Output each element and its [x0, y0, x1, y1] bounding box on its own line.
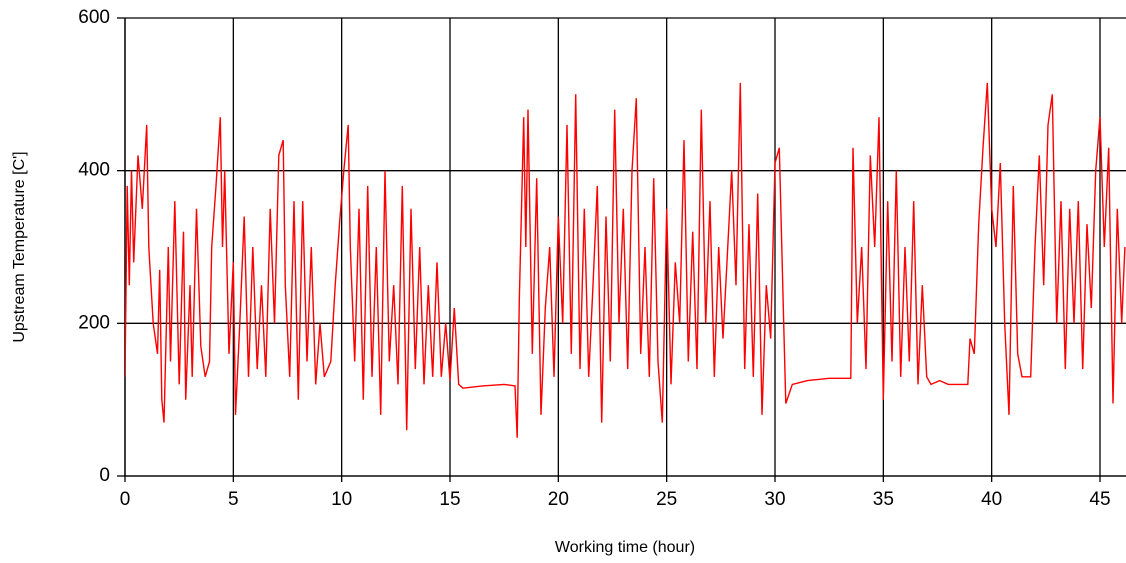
x-tick-label: 5	[228, 489, 239, 510]
x-tick-label: 45	[1089, 489, 1110, 510]
x-tick-label: 25	[656, 489, 677, 510]
x-tick-label: 20	[548, 489, 569, 510]
y-tick-label: 400	[78, 160, 110, 181]
x-tick-label: 30	[764, 489, 785, 510]
y-tick-label: 600	[78, 7, 110, 28]
x-tick-label: 40	[981, 489, 1002, 510]
y-tick-label: 0	[99, 465, 110, 486]
y-tick-label: 200	[78, 312, 110, 333]
y-axis-label: Upstream Temperature [C']	[11, 151, 28, 342]
x-axis-label: Working time (hour)	[555, 539, 695, 556]
x-tick-label: 15	[439, 489, 460, 510]
data-line	[125, 82, 1126, 438]
x-tick-label: 35	[873, 489, 894, 510]
x-tick-label: 10	[331, 489, 352, 510]
x-tick-label: 0	[120, 489, 131, 510]
